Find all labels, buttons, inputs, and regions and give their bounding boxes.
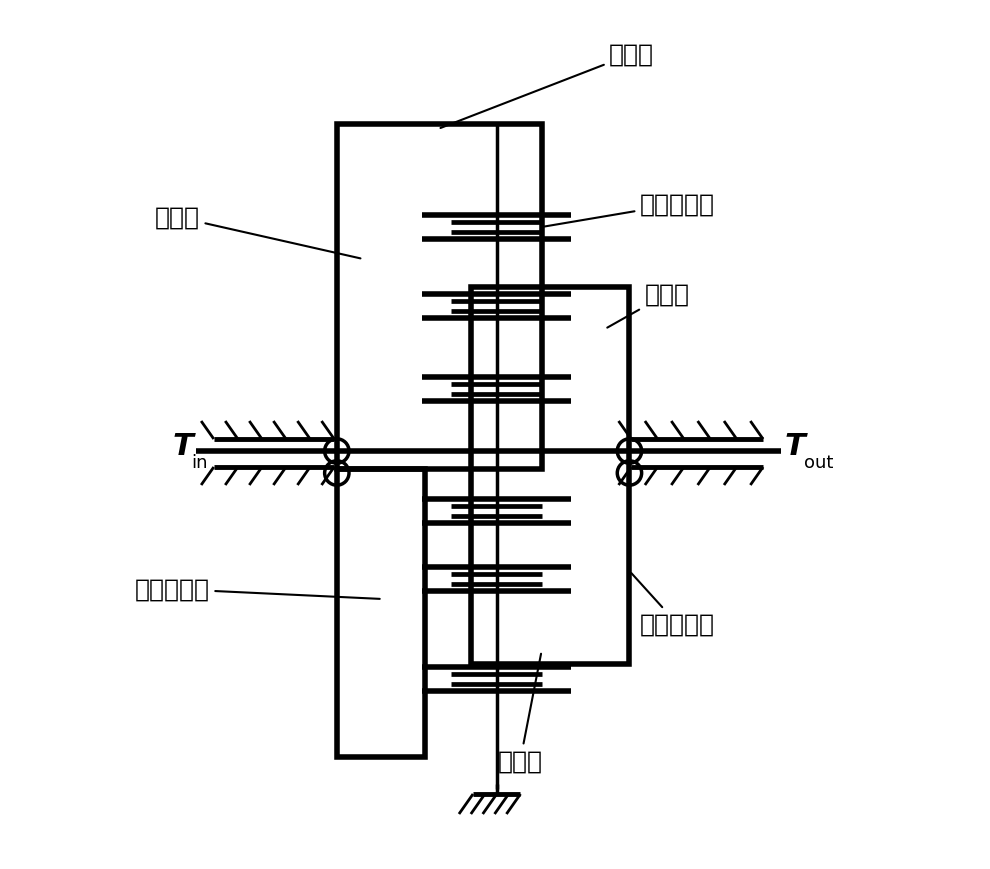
Text: T: T: [785, 432, 806, 461]
Text: T: T: [172, 432, 193, 461]
Text: 行星架: 行星架: [607, 282, 689, 328]
Bar: [337, 469, 425, 757]
Bar: [471, 288, 630, 664]
Text: in: in: [192, 453, 208, 471]
Text: out: out: [804, 453, 834, 471]
Text: 行星轮: 行星轮: [154, 206, 360, 259]
Text: 太阳轮轴承: 太阳轮轴承: [135, 577, 380, 601]
Text: 太阳轮: 太阳轮: [498, 654, 543, 773]
Text: 内齿圈: 内齿圈: [441, 43, 654, 129]
Text: 行星轮轴承: 行星轮轴承: [544, 193, 715, 228]
Bar: [337, 125, 542, 469]
Text: 行星架轴承: 行星架轴承: [632, 574, 715, 636]
